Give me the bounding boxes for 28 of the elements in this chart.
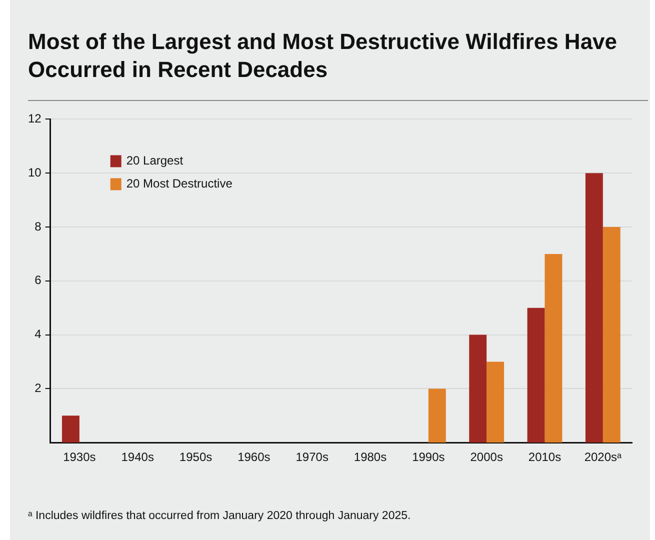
y-tick-label: 10: [28, 165, 42, 180]
x-tick-label: 2020sᵃ: [584, 450, 622, 464]
x-tick-label: 1960s: [238, 450, 270, 464]
bar: [602, 227, 620, 443]
text: ᵃ Includes wildfires that occurred from January 2020 through January 2025.: [28, 510, 411, 522]
bar: [527, 308, 545, 443]
x-tick-label: 1970s: [296, 450, 328, 464]
y-tick-label: 12: [28, 112, 42, 126]
x-tick-label: 1980s: [354, 450, 387, 464]
bar: [486, 362, 504, 443]
x-tick-label: 1930s: [63, 450, 96, 464]
x-tick-label: 1950s: [179, 450, 212, 464]
bar: [469, 334, 487, 443]
chart-title: Most of the Largest and Most Destructive Wildfires Have Occurred in Recent Decades: [28, 28, 618, 84]
y-tick-label: 8: [34, 219, 42, 234]
y-tick-label: 2: [34, 381, 42, 396]
legend-label: 20 Largest: [126, 154, 184, 168]
x-tick-label: 2000s: [470, 450, 503, 464]
y-tick-label: 6: [34, 273, 42, 288]
bar: [585, 173, 603, 443]
bar: [428, 388, 446, 443]
legend-label: 20 Most Destructive: [126, 176, 233, 191]
bar: [62, 416, 80, 443]
x-tick-label: 1940s: [121, 450, 154, 464]
x-tick-label: 1990s: [412, 450, 445, 464]
x-tick-label: 2010s: [528, 450, 562, 464]
y-tick-label: 4: [34, 327, 42, 342]
bar: [544, 254, 562, 443]
